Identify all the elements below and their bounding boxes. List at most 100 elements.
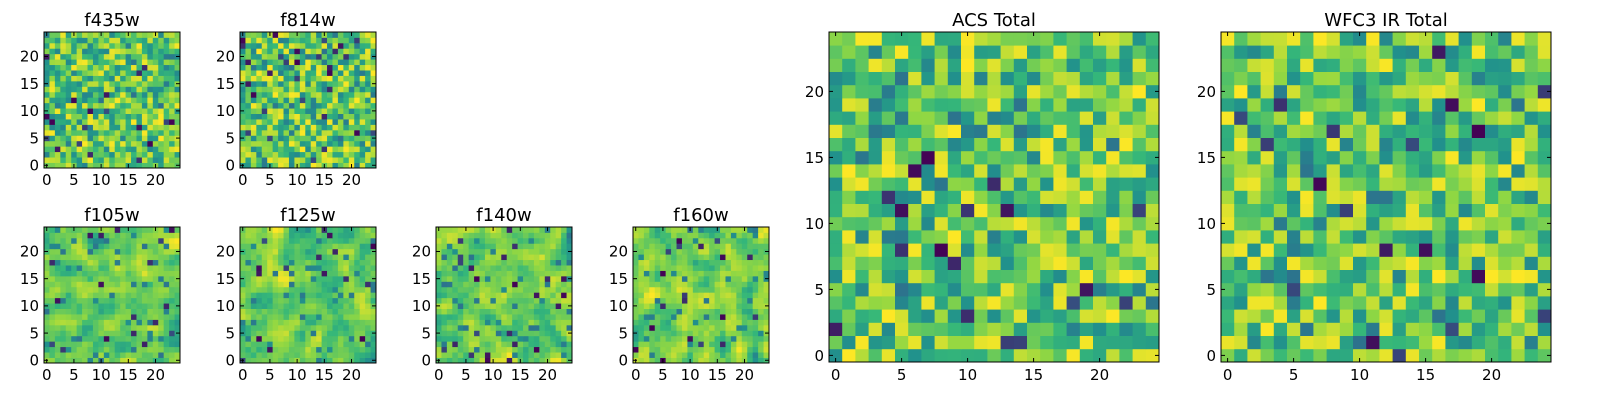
heatmap-cell [681, 292, 688, 299]
heatmap-cell [131, 352, 137, 358]
heatmap-cell [436, 346, 442, 353]
heatmap-cell [278, 75, 284, 82]
heatmap-cell [98, 151, 105, 158]
heatmap-cell [468, 352, 475, 358]
heatmap-cell [337, 335, 344, 342]
heatmap-cell [49, 151, 56, 158]
heatmap-cell [321, 86, 328, 93]
heatmap-cell [152, 265, 159, 271]
heatmap-cell [348, 346, 355, 353]
heatmap-cell [256, 314, 263, 320]
heatmap-cell [539, 335, 546, 342]
heatmap-cell [256, 97, 263, 104]
heatmap-cell [1066, 335, 1081, 350]
heatmap-cell [141, 113, 148, 120]
heatmap-cell [250, 357, 257, 364]
heatmap-cell [463, 308, 470, 315]
heatmap-cell [457, 286, 464, 293]
heatmap-cell [1511, 230, 1525, 244]
heatmap-cell [250, 75, 257, 82]
heatmap-cell [71, 248, 78, 255]
heatmap-cell [1392, 309, 1407, 323]
heatmap-cell [261, 108, 268, 114]
heatmap-cell [1300, 164, 1314, 178]
heatmap-cell [1471, 190, 1486, 204]
heatmap-cell [87, 119, 94, 125]
heatmap-cell [528, 308, 535, 315]
heatmap-cell [479, 319, 486, 326]
heatmap-cell [1221, 164, 1235, 178]
heatmap-cell [103, 75, 110, 82]
heatmap-cell [671, 352, 677, 358]
heatmap-cell [147, 53, 154, 60]
heatmap-cell [1079, 137, 1094, 152]
heatmap-cell [321, 281, 328, 288]
heatmap-cell [446, 314, 453, 320]
heatmap-cell [484, 341, 491, 348]
heatmap-cell [987, 32, 1001, 46]
heatmap-cell [283, 97, 290, 104]
heatmap-cell [120, 97, 126, 104]
heatmap-cell [332, 248, 339, 255]
heatmap-cell [354, 75, 361, 82]
heatmap-cell [714, 243, 721, 250]
heatmap-cell [267, 286, 274, 293]
heatmap-cell [294, 80, 301, 87]
heatmap-cell [1079, 230, 1094, 244]
heatmap-cell [1339, 190, 1354, 204]
heatmap-cell [501, 297, 508, 304]
heatmap-cell [703, 281, 710, 288]
heatmap-cell [49, 64, 56, 71]
heatmap-cell [752, 314, 759, 320]
heatmap-cell [354, 335, 361, 342]
heatmap-cell [354, 146, 361, 153]
heatmap-cell [468, 324, 475, 331]
heatmap-cell [267, 275, 274, 282]
heatmap-cell [158, 53, 165, 60]
heatmap-cell [463, 254, 470, 261]
heatmap-cell [267, 146, 274, 153]
heatmap-cell [1445, 296, 1459, 310]
heatmap-cell [65, 341, 72, 348]
heatmap-cell [136, 259, 143, 266]
heatmap-cell [321, 59, 328, 66]
heatmap-cell [125, 70, 132, 76]
heatmap-cell [125, 248, 132, 255]
heatmap-cell [288, 352, 295, 358]
heatmap-cell [283, 162, 290, 169]
heatmap-cell [881, 335, 896, 350]
heatmap-cell [1537, 282, 1552, 297]
heatmap-cell [868, 124, 883, 138]
heatmap-cell [158, 119, 165, 125]
heatmap-cell [544, 248, 551, 255]
heatmap-cell [283, 75, 290, 82]
heatmap-cell [250, 308, 257, 315]
heatmap-cell [299, 53, 306, 60]
heatmap-cell [1066, 98, 1081, 112]
heatmap-cell [294, 232, 301, 239]
heatmap-cell [267, 102, 274, 109]
heatmap-cell [720, 330, 726, 337]
heatmap-cell [441, 297, 448, 304]
heatmap-cell [1053, 58, 1067, 72]
heatmap-cell [908, 190, 922, 204]
heatmap-cell [327, 265, 333, 271]
heatmap-cell [561, 232, 567, 239]
heatmap-cell [457, 346, 464, 353]
heatmap-cell [961, 32, 975, 46]
heatmap-cell [974, 111, 988, 125]
heatmap-cell [660, 243, 667, 250]
heatmap-cell [163, 259, 170, 266]
heatmap-cell [250, 232, 257, 239]
heatmap-cell [974, 32, 988, 46]
heatmap-cell [1419, 190, 1433, 204]
heatmap-cell [49, 124, 56, 131]
heatmap-cell [1013, 309, 1028, 323]
heatmap-cell [294, 113, 301, 120]
heatmap-cell [495, 292, 502, 299]
heatmap-cell [1458, 348, 1473, 363]
heatmap-cell [278, 232, 284, 239]
heatmap-cell [87, 341, 94, 348]
heatmap-cell [1234, 335, 1248, 350]
heatmap-cell [1273, 243, 1288, 257]
